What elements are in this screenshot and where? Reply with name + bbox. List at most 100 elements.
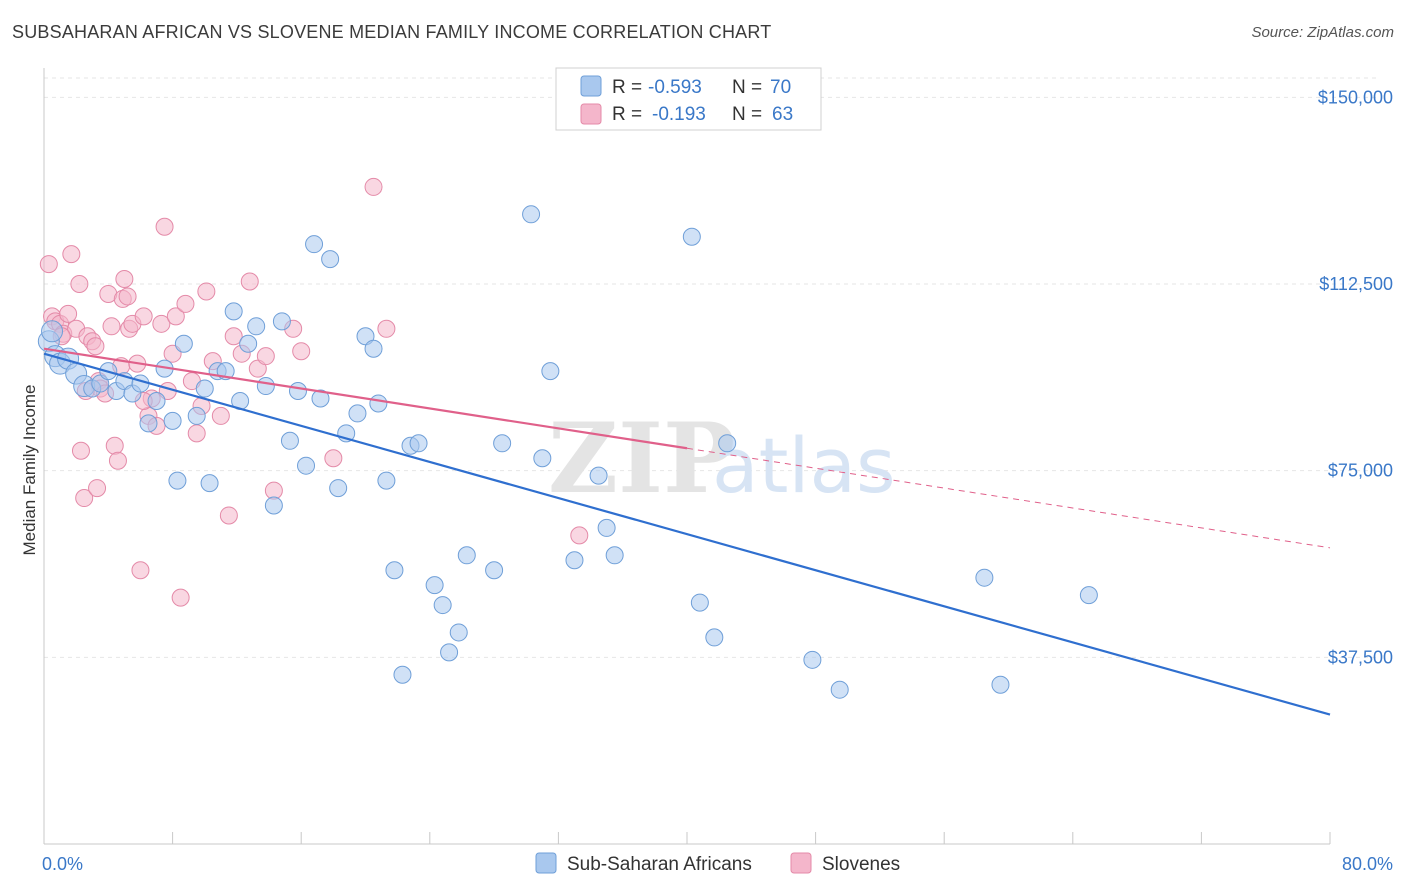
y-tick-label-0: $37,500 (1328, 647, 1393, 667)
sub-saharan-point-35 (305, 235, 324, 254)
slovenes-point-55 (292, 342, 311, 361)
sub-saharan-point-33 (288, 382, 307, 401)
slovenes-point-59 (570, 526, 589, 545)
sub-saharan-point-37 (321, 250, 340, 269)
bottom-legend-pink-swatch (790, 852, 812, 874)
x-tick-labels: 0.0% 80.0% (42, 854, 1393, 874)
sub-saharan-point-19 (174, 334, 193, 353)
sub-saharan-point-21 (195, 379, 214, 398)
slovenes-point-30 (134, 307, 153, 326)
y-tick-label-2: $112,500 (1319, 274, 1393, 294)
slovenes-point-13 (86, 337, 105, 356)
y-tick-label-1: $75,000 (1328, 461, 1393, 481)
sub-saharan-point-68 (830, 680, 849, 699)
slovenes-point-56 (324, 449, 343, 468)
sub-saharan-point-32 (280, 431, 299, 450)
slovenes-point-34 (152, 314, 171, 333)
top-legend: R = -0.593 N = 70 R = -0.193 N = 63 (555, 67, 822, 131)
slovenes-trend-extension (686, 447, 1331, 549)
slovenes-point-52 (256, 347, 275, 366)
sub-saharan-point-60 (589, 466, 608, 485)
x-tick-label-min: 0.0% (42, 854, 83, 874)
slovenes-point-37 (163, 344, 182, 363)
sub-saharan-point-62 (605, 546, 624, 565)
sub-saharan-point-15 (147, 391, 166, 410)
slovenes-point-39 (171, 588, 190, 607)
slovenes-point-29 (131, 561, 150, 580)
sub-saharan-point-55 (493, 434, 512, 453)
watermark-atlas: atlas (712, 421, 896, 510)
bottom-legend-label-slovenes: Slovenes (822, 854, 900, 875)
sub-saharan-point-67 (803, 650, 822, 669)
sub-saharan-point-22 (200, 474, 219, 493)
sub-saharan-point-46 (393, 665, 412, 684)
sub-saharan-point-14 (139, 414, 158, 433)
legend-r-value-1: -0.593 (648, 77, 702, 98)
sub-saharan-point-61 (597, 518, 616, 537)
grid-lines (44, 77, 1380, 658)
bottom-legend-blue-swatch (535, 852, 557, 874)
slovenes-point-35 (155, 217, 174, 236)
sub-saharan-point-28 (247, 317, 266, 336)
sub-saharan-point-56 (522, 205, 541, 224)
legend-pink-swatch (580, 103, 602, 125)
y-tick-labels: $37,500 $75,000 $112,500 $150,000 (1318, 87, 1393, 667)
sub-saharan-point-25 (224, 302, 243, 321)
slovenes-point-14 (88, 479, 107, 498)
sub-saharan-point-18 (168, 471, 187, 490)
slovenes-point-21 (108, 451, 127, 470)
slovenes-point-44 (197, 282, 216, 301)
sub-saharan-point-66 (718, 434, 737, 453)
slovenes-point-58 (377, 319, 396, 338)
sub-saharan-point-31 (272, 312, 291, 331)
legend-blue-swatch (580, 75, 602, 97)
sub-saharan-point-27 (239, 334, 258, 353)
sub-saharan-point-64 (690, 593, 709, 612)
sub-saharan-point-48 (409, 434, 428, 453)
sub-saharan-point-63 (682, 227, 701, 246)
sub-saharan-point-69 (975, 568, 994, 587)
sub-saharan-point-43 (369, 394, 388, 413)
sub-saharan-point-44 (377, 471, 396, 490)
sub-saharan-point-45 (385, 561, 404, 580)
sub-saharan-point-54 (485, 561, 504, 580)
y-axis-label: Median Family Income (20, 384, 39, 555)
sub-saharan-point-70 (991, 675, 1010, 694)
slovenes-point-48 (224, 327, 243, 346)
trend-lines (43, 347, 1331, 716)
slovenes-point-42 (187, 424, 206, 443)
chart-title: SUBSAHARAN AFRICAN VS SLOVENE MEDIAN FAM… (12, 22, 772, 42)
bottom-legend-label-sub-saharan: Sub-Saharan Africans (567, 854, 752, 875)
sub-saharan-point-58 (541, 362, 560, 381)
slovenes-point-0 (39, 255, 58, 274)
x-tick-label-max: 80.0% (1342, 854, 1393, 874)
legend-n-label-1: N = (732, 77, 762, 98)
slovenes-point-19 (102, 317, 121, 336)
slovenes-point-57 (364, 177, 383, 196)
sub-saharan-point-71 (1079, 586, 1098, 605)
legend-r-label-2: R = (612, 104, 642, 125)
legend-n-value-2: 63 (772, 104, 793, 125)
axes (43, 68, 1331, 845)
slovenes-point-25 (118, 287, 137, 306)
sub-saharan-point-42 (364, 339, 383, 358)
sub-saharan-point-52 (449, 623, 468, 642)
chart-source: Source: ZipAtlas.com (1251, 24, 1394, 41)
slovenes-point-50 (240, 272, 259, 291)
slovenes-point-8 (70, 275, 89, 293)
slovenes-point-10 (75, 489, 94, 508)
sub-saharan-point-36 (311, 389, 330, 408)
slovenes-point-40 (176, 294, 195, 313)
legend-n-value-1: 70 (770, 77, 791, 98)
sub-saharan-point-65 (705, 628, 724, 647)
slovenes-point-24 (115, 270, 134, 289)
sub-saharan-point-17 (163, 411, 182, 430)
bottom-legend: Sub-Saharan Africans Slovenes (535, 852, 900, 875)
sub-saharan-point-49 (425, 576, 444, 595)
slovenes-point-46 (211, 406, 230, 425)
slovenes-point-47 (219, 506, 238, 525)
sub-saharan-point-1 (41, 320, 64, 343)
slovenes-point-6 (62, 245, 81, 264)
sub-saharan-point-38 (329, 479, 348, 498)
